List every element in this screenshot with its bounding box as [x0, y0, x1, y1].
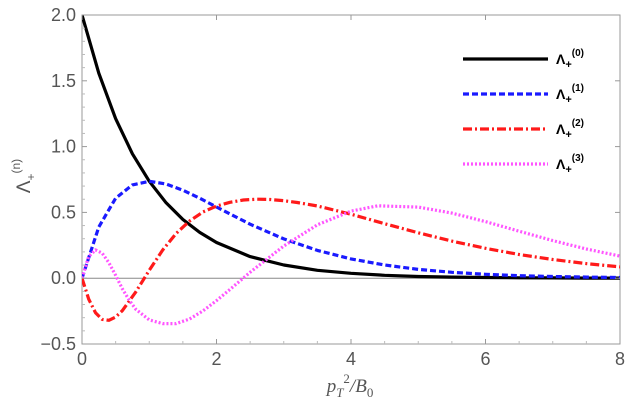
legend-label-2: Λ+(2)	[556, 118, 584, 141]
legend: Λ+(0) Λ+(1) Λ+(2) Λ+(3)	[463, 48, 584, 176]
x-tick-label: 8	[615, 349, 625, 369]
plot-area	[81, 14, 621, 345]
plot-frame	[81, 14, 621, 345]
curves	[82, 15, 620, 326]
series-line-0	[82, 15, 620, 280]
x-axis-label: pT2/B0	[325, 371, 374, 400]
series-line-1	[82, 179, 620, 280]
x-tick-label: 0	[77, 349, 87, 369]
series-line-3	[82, 204, 620, 326]
x-tick-label: 4	[346, 349, 356, 369]
legend-label-3: Λ+(3)	[556, 153, 584, 176]
y-tick-label: 1.5	[51, 71, 76, 91]
ticks: 0 2 4 6 8 −0.5 0.0 0.5 1.0 1.5 2.0	[40, 5, 625, 369]
y-tick-label: −0.5	[40, 334, 76, 354]
legend-label-1: Λ+(1)	[556, 83, 584, 106]
y-tick-label: 2.0	[51, 5, 76, 25]
x-tick-label: 2	[211, 349, 221, 369]
y-tick-label: 0.0	[51, 268, 76, 288]
y-axis-label: Λ+(n)	[9, 159, 38, 193]
legend-label-0: Λ+(0)	[556, 48, 584, 71]
y-tick-label: 0.5	[51, 202, 76, 222]
y-tick-label: 1.0	[51, 137, 76, 157]
x-tick-label: 6	[480, 349, 490, 369]
series-line-2	[82, 197, 620, 322]
